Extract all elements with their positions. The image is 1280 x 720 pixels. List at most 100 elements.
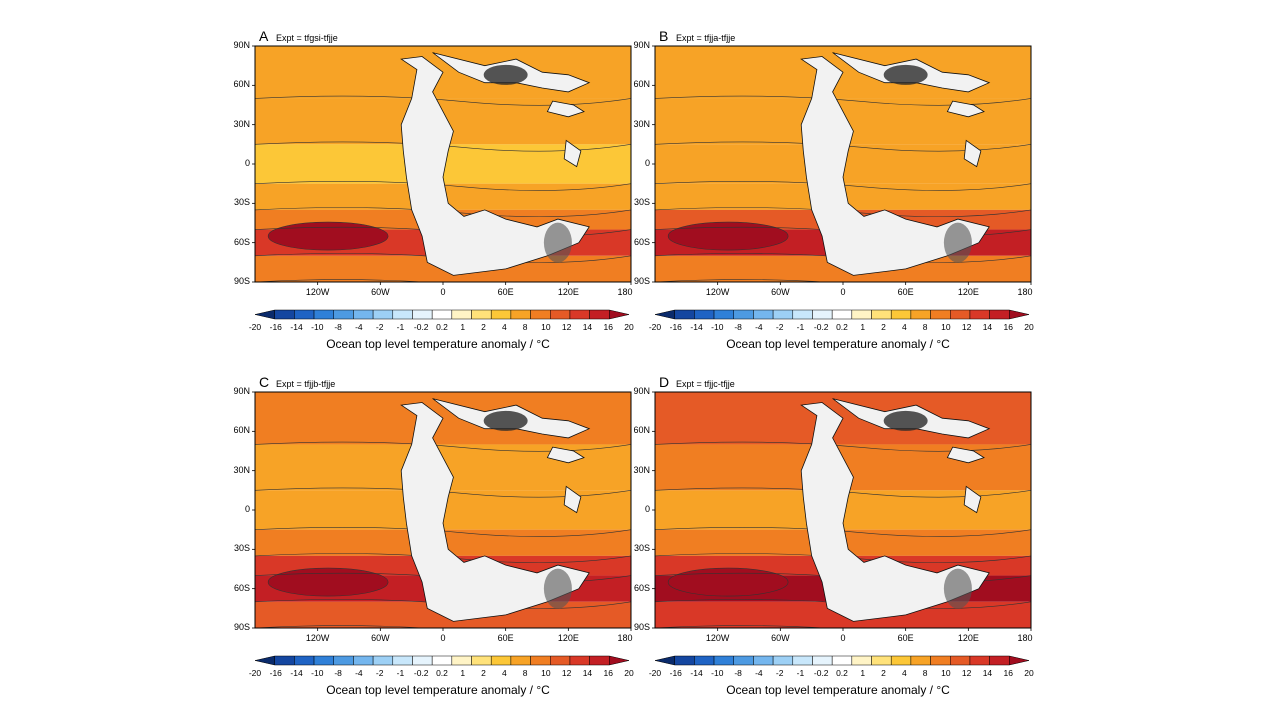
colorbar-tick-label: -4 bbox=[755, 668, 763, 678]
contour-line bbox=[255, 526, 631, 537]
contour-line bbox=[255, 553, 631, 564]
x-tick-label: 120E bbox=[957, 287, 979, 297]
colorbar-swatch bbox=[851, 655, 872, 666]
colorbar-swatch bbox=[989, 309, 1010, 320]
colorbar-swatch bbox=[969, 655, 990, 666]
anomaly-hotspot bbox=[267, 221, 389, 251]
colorbar-tick-label: 4 bbox=[501, 322, 507, 332]
colorbar-tick-label: -4 bbox=[355, 668, 363, 678]
y-tick-label: 30S bbox=[233, 543, 250, 554]
y-tick-label: 0 bbox=[644, 158, 650, 168]
colorbar-swatch bbox=[831, 309, 853, 320]
colorbar-tick-label: 2 bbox=[881, 668, 886, 678]
colorbar-swatch bbox=[772, 309, 794, 320]
topography-shading bbox=[543, 568, 572, 609]
contour-line bbox=[655, 95, 1031, 106]
colorbar-swatch bbox=[431, 655, 453, 666]
colorbar-tick-label: 0.2 bbox=[836, 322, 848, 332]
colorbar-swatch bbox=[333, 655, 354, 666]
colorbar-tick-label: -0.2 bbox=[813, 668, 829, 678]
colorbar-swatch bbox=[313, 655, 334, 666]
colorbar-swatch bbox=[733, 309, 754, 320]
colorbar-swatch bbox=[871, 655, 892, 666]
colorbar-title: Ocean top level temperature anomaly / °C bbox=[726, 337, 950, 351]
colorbar-swatch bbox=[713, 309, 734, 320]
colorbar-tick-label: -2 bbox=[375, 322, 384, 332]
x-tick-label: 0 bbox=[840, 287, 846, 297]
colorbar-swatch bbox=[654, 655, 675, 666]
colorbar-tick-label: 20 bbox=[624, 322, 634, 332]
panel-c: C Expt = tfjjb-tfjje 90N 60N 30N 0 30S 60S 90S 12… bbox=[218, 374, 633, 697]
x-tick-label: 120W bbox=[705, 287, 730, 297]
colorbar-tick-label: -1 bbox=[796, 322, 805, 332]
colorbar-tick-label: -20 bbox=[648, 322, 662, 332]
colorbar-tick-label: 8 bbox=[522, 322, 528, 332]
contour-line bbox=[655, 625, 1031, 628]
colorbar-swatch bbox=[451, 309, 472, 320]
anomaly-hotspot bbox=[267, 567, 389, 597]
y-tick-label: 90S bbox=[633, 276, 650, 286]
y-tick-label: 60N bbox=[233, 79, 250, 90]
colorbar-swatch bbox=[569, 309, 590, 320]
x-tick-label: 180 bbox=[1017, 287, 1033, 297]
y-tick-label: 30S bbox=[233, 197, 250, 208]
colorbar-tick-label: 12 bbox=[561, 668, 572, 678]
colorbar-tick-label: -1 bbox=[396, 322, 405, 332]
land-mask bbox=[563, 485, 582, 514]
colorbar-tick-label: -8 bbox=[734, 322, 742, 332]
colorbar-tick-label: 20 bbox=[1024, 322, 1034, 332]
contour-line bbox=[255, 180, 631, 191]
land-mask bbox=[946, 100, 985, 118]
colorbar-swatch bbox=[733, 655, 754, 666]
land-mask bbox=[546, 100, 585, 118]
panel-d: D Expt = tfjjc-tfjje 90N 60N 30N 0 30S 60S 90S 12… bbox=[618, 374, 1033, 697]
colorbar-tick-label: 4 bbox=[501, 668, 507, 678]
colorbar-title: Ocean top level temperature anomaly / °C bbox=[326, 683, 550, 697]
x-tick-label: 180 bbox=[617, 633, 633, 643]
contour-line bbox=[255, 141, 631, 152]
colorbar-swatch bbox=[950, 309, 971, 320]
colorbar-tick-label: -14 bbox=[690, 668, 703, 678]
colorbar-tick-label: 12 bbox=[561, 322, 572, 332]
land-mask bbox=[546, 446, 585, 464]
colorbar-swatch bbox=[550, 655, 571, 666]
colorbar-tick-label: -20 bbox=[248, 668, 262, 678]
colorbar-tick-label: -20 bbox=[248, 322, 262, 332]
colorbar-swatch bbox=[550, 309, 571, 320]
colorbar-tick-label: 16 bbox=[1003, 668, 1013, 678]
x-tick-label: 0 bbox=[840, 633, 846, 643]
colorbar-swatch bbox=[930, 309, 951, 320]
y-tick-label: 30N bbox=[633, 464, 650, 475]
colorbar-swatch bbox=[831, 655, 853, 666]
colorbar-swatch bbox=[792, 309, 813, 320]
colorbar-tick-label: 1 bbox=[460, 668, 466, 678]
colorbar-swatch bbox=[294, 655, 315, 666]
topography-shading bbox=[943, 568, 972, 609]
y-tick-label: 30N bbox=[233, 118, 250, 129]
colorbar-tick-label: 10 bbox=[941, 668, 951, 678]
colorbar-swatch bbox=[1009, 655, 1030, 666]
colorbar-tick-label: 14 bbox=[982, 322, 993, 332]
colorbar-tick-label: -14 bbox=[290, 668, 303, 678]
colorbar-swatch bbox=[890, 655, 912, 666]
y-tick-label: 30N bbox=[633, 118, 650, 129]
x-tick-label: 120E bbox=[557, 287, 579, 297]
x-tick-label: 180 bbox=[617, 287, 633, 297]
land-mask bbox=[963, 485, 982, 514]
colorbar-tick-label: 2 bbox=[481, 322, 486, 332]
contour-line bbox=[655, 180, 1031, 191]
colorbar-tick-label: -8 bbox=[334, 668, 342, 678]
land-mask bbox=[800, 402, 990, 622]
panel-letter: A bbox=[259, 28, 269, 44]
colorbar-swatch bbox=[313, 309, 334, 320]
contour-line bbox=[255, 279, 631, 282]
colorbar-tick-label: -1 bbox=[396, 668, 405, 678]
y-tick-label: 60S bbox=[633, 236, 650, 247]
y-tick-label: 90N bbox=[633, 40, 650, 50]
panel-letter: D bbox=[659, 374, 670, 390]
contour-line bbox=[255, 441, 631, 452]
y-tick-label: 60N bbox=[233, 425, 250, 436]
contour-line bbox=[655, 441, 1031, 452]
x-tick-label: 60E bbox=[897, 287, 914, 297]
colorbar-tick-label: 1 bbox=[860, 322, 866, 332]
